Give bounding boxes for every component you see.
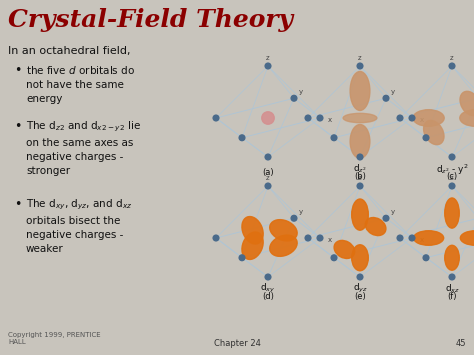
Ellipse shape xyxy=(445,245,459,270)
Text: Copyright 1999, PRENTICE
HALL: Copyright 1999, PRENTICE HALL xyxy=(8,332,100,345)
Ellipse shape xyxy=(270,220,297,241)
Circle shape xyxy=(265,154,271,160)
Text: y: y xyxy=(391,209,395,215)
Circle shape xyxy=(397,115,403,121)
Text: The d$_{z2}$ and d$_{x2-y2}$ lie
on the same axes as
negative charges -
stronger: The d$_{z2}$ and d$_{x2-y2}$ lie on the … xyxy=(26,120,141,176)
Text: z: z xyxy=(358,175,362,181)
Text: d$_{z^2}$: d$_{z^2}$ xyxy=(353,162,367,175)
Text: (f): (f) xyxy=(447,292,457,301)
Ellipse shape xyxy=(352,245,368,271)
Circle shape xyxy=(409,235,415,241)
Ellipse shape xyxy=(242,217,263,244)
Ellipse shape xyxy=(343,113,377,123)
Circle shape xyxy=(357,154,363,160)
Text: (b): (b) xyxy=(354,172,366,181)
Circle shape xyxy=(409,115,415,121)
Text: (d): (d) xyxy=(262,292,274,301)
Text: z: z xyxy=(266,175,270,181)
Text: Crystal-Field Theory: Crystal-Field Theory xyxy=(8,8,293,32)
Circle shape xyxy=(239,135,245,141)
Circle shape xyxy=(317,115,323,121)
Text: d$_{xz}$: d$_{xz}$ xyxy=(445,282,459,295)
Ellipse shape xyxy=(424,120,444,145)
Ellipse shape xyxy=(460,110,474,126)
Circle shape xyxy=(291,95,297,101)
Circle shape xyxy=(357,183,363,189)
Circle shape xyxy=(357,274,363,280)
Circle shape xyxy=(331,135,337,141)
Circle shape xyxy=(449,183,455,189)
Text: d$_{xy}$: d$_{xy}$ xyxy=(260,282,276,295)
Text: •: • xyxy=(14,120,21,133)
Circle shape xyxy=(262,112,274,124)
Text: d$_{yz}$: d$_{yz}$ xyxy=(353,282,367,295)
Text: d$_{z^2}$ - y$^2$: d$_{z^2}$ - y$^2$ xyxy=(436,162,468,176)
Circle shape xyxy=(265,63,271,69)
Text: z: z xyxy=(450,175,454,181)
Ellipse shape xyxy=(334,240,355,258)
Ellipse shape xyxy=(350,71,370,110)
Circle shape xyxy=(239,255,245,261)
Ellipse shape xyxy=(413,231,444,245)
Text: Chapter 24: Chapter 24 xyxy=(214,339,260,348)
Circle shape xyxy=(317,235,323,241)
Ellipse shape xyxy=(350,125,370,158)
Text: x: x xyxy=(420,237,424,243)
Text: the five $d$ orbitals do
not have the same
energy: the five $d$ orbitals do not have the sa… xyxy=(26,64,135,104)
Circle shape xyxy=(423,255,429,261)
Ellipse shape xyxy=(352,199,368,230)
Text: z: z xyxy=(266,55,270,61)
Circle shape xyxy=(305,235,311,241)
Circle shape xyxy=(397,235,403,241)
Ellipse shape xyxy=(242,232,263,260)
Ellipse shape xyxy=(460,91,474,116)
Circle shape xyxy=(265,183,271,189)
Text: y: y xyxy=(299,209,303,215)
Text: y: y xyxy=(299,89,303,95)
Circle shape xyxy=(423,135,429,141)
Text: •: • xyxy=(14,198,21,211)
Circle shape xyxy=(291,215,297,221)
Text: x: x xyxy=(420,117,424,123)
Text: In an octahedral field,: In an octahedral field, xyxy=(8,46,130,56)
Ellipse shape xyxy=(445,198,459,228)
Circle shape xyxy=(449,274,455,280)
Circle shape xyxy=(383,95,389,101)
Circle shape xyxy=(305,115,311,121)
Circle shape xyxy=(331,255,337,261)
Circle shape xyxy=(265,274,271,280)
Text: (e): (e) xyxy=(354,292,366,301)
Text: 45: 45 xyxy=(456,339,466,348)
Text: y: y xyxy=(391,89,395,95)
Circle shape xyxy=(357,63,363,69)
Text: z: z xyxy=(450,55,454,61)
Text: The d$_{xy}$, d$_{yz}$, and d$_{xz}$
orbitals bisect the
negative charges -
weak: The d$_{xy}$, d$_{yz}$, and d$_{xz}$ orb… xyxy=(26,198,132,255)
Ellipse shape xyxy=(365,218,386,236)
Ellipse shape xyxy=(270,235,297,256)
Ellipse shape xyxy=(413,110,444,126)
Text: (c): (c) xyxy=(447,172,457,181)
Text: x: x xyxy=(328,117,332,123)
Text: (a): (a) xyxy=(262,168,274,177)
Text: x: x xyxy=(328,237,332,243)
Circle shape xyxy=(383,215,389,221)
Circle shape xyxy=(213,115,219,121)
Text: •: • xyxy=(14,64,21,77)
Circle shape xyxy=(449,63,455,69)
Circle shape xyxy=(213,235,219,241)
Ellipse shape xyxy=(460,231,474,245)
Circle shape xyxy=(449,154,455,160)
Text: z: z xyxy=(358,55,362,61)
